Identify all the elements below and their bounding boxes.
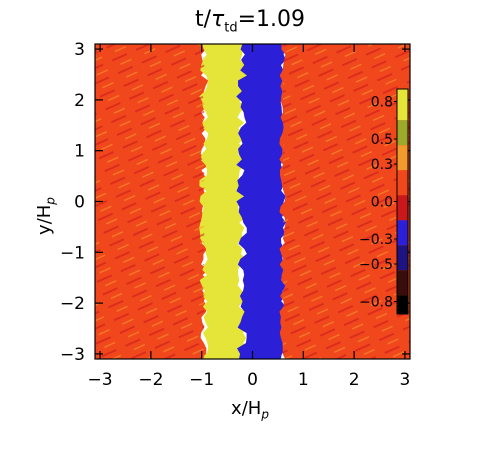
- colorbar-band: [397, 170, 408, 196]
- y-tick-label: −1: [60, 243, 85, 263]
- colorbar-band: [397, 220, 408, 246]
- x-tick-label: 0: [247, 370, 258, 390]
- colorbar-band: [397, 195, 408, 221]
- colorbar-tick-label: 0.5: [371, 132, 393, 148]
- y-tick-label: 3: [74, 40, 85, 60]
- texture-left-hot: [95, 44, 205, 359]
- title-greek: τ: [211, 7, 225, 32]
- x-tick-label: 3: [400, 370, 411, 390]
- colorbar-tick-label: 0.3: [371, 157, 393, 173]
- y-tick-label: 0: [74, 193, 85, 213]
- colorbar-tick-label: −0.5: [359, 257, 393, 273]
- x-tick-label: −3: [88, 370, 113, 390]
- x-label-base: x/H: [231, 398, 262, 419]
- x-tick-label: −2: [138, 370, 163, 390]
- colorbar-band: [397, 295, 408, 314]
- colorbar-tick-label: −0.8: [359, 295, 393, 311]
- x-axis-label: x/Hp: [210, 398, 290, 422]
- title-base: t/: [194, 7, 211, 32]
- x-tick-label: 2: [349, 370, 360, 390]
- colorbar-tick-label: −0.3: [359, 232, 393, 248]
- title-sub: td: [224, 20, 238, 36]
- colorbar-band: [397, 120, 408, 146]
- x-label-sub: p: [261, 407, 269, 422]
- colorbar-tick-label: 0.0: [371, 195, 393, 211]
- colorbar-band: [397, 89, 408, 121]
- axes: −3 −2 −1 0 1 2 3 −3 −2 −1 0 1 2 3: [60, 40, 411, 390]
- x-tick-label: −1: [189, 370, 214, 390]
- chart-title: t/τtd=1.09: [150, 6, 350, 42]
- colorbar-tick-label: 0.8: [371, 95, 393, 111]
- y-tick-label: −2: [60, 294, 85, 314]
- colorbar-band: [397, 245, 408, 271]
- colorbar: 0.8 0.5 0.3 0.0 −0.3 −0.5 −0.8: [359, 88, 409, 315]
- y-tick-label: −3: [60, 345, 85, 365]
- x-tick-label: 1: [298, 370, 309, 390]
- y-tick-label: 1: [74, 142, 85, 162]
- title-value: =1.09: [237, 7, 306, 32]
- plot-texture: [95, 44, 410, 359]
- colorbar-band: [397, 145, 408, 171]
- y-tick-label: 2: [74, 91, 85, 111]
- colorbar-band: [397, 270, 408, 296]
- texture-right-hot: [282, 44, 410, 359]
